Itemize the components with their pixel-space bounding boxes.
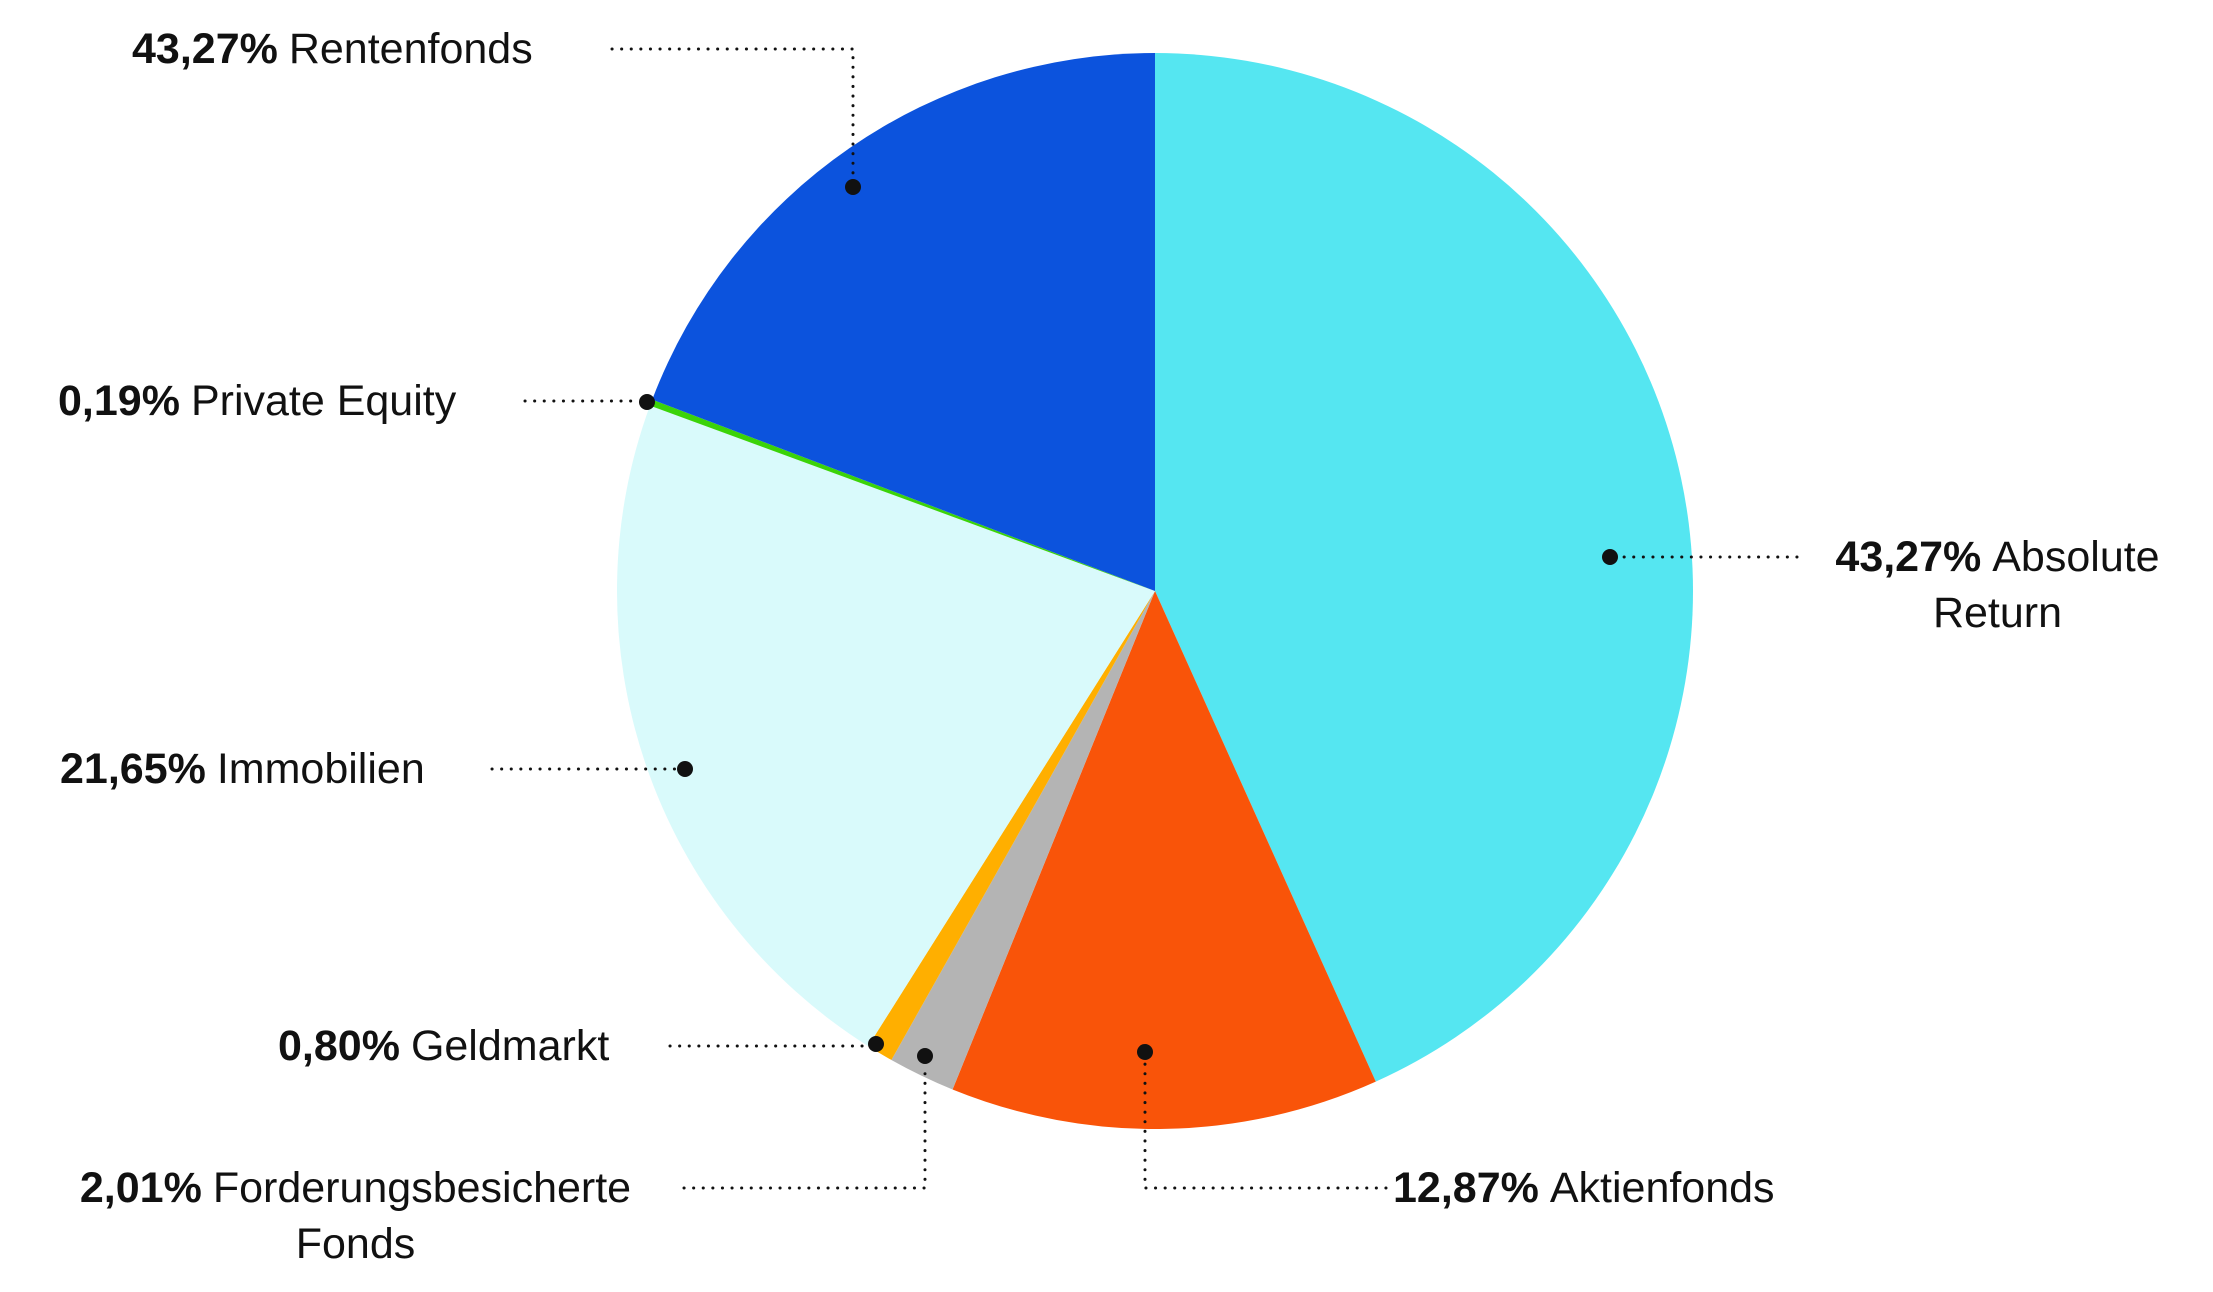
leader-dot-aktienfonds [1137, 1044, 1153, 1060]
leader-dot-immobilien [677, 761, 693, 777]
label-absolute-return-name: Absolute Return [1932, 533, 2160, 637]
label-rentenfonds: 43,27% Rentenfonds [132, 21, 533, 77]
label-geldmarkt: 0,80% Geldmarkt [278, 1018, 609, 1074]
label-forderungsbesicherte-fonds-name: Forderungsbesicherte Fonds [212, 1164, 632, 1268]
leader-dot-forderungsbesicherte [917, 1048, 933, 1064]
pie-slice-rentenfonds [652, 53, 1155, 591]
label-immobilien-pct: 21,65% [60, 745, 206, 793]
label-rentenfonds-pct: 43,27% [132, 25, 278, 73]
pie-slice-absolute-return [1155, 53, 1693, 1082]
pie-slice-aktienfonds [952, 591, 1376, 1129]
label-forderungsbesicherte-fonds: 2,01% Forderungsbesicherte Fonds [33, 1160, 678, 1272]
leader-dot-rentenfonds [845, 179, 861, 195]
label-aktienfonds-pct: 12,87% [1393, 1164, 1539, 1212]
label-rentenfonds-name: Rentenfonds [288, 25, 533, 73]
leader-dot-private-equity [639, 394, 655, 410]
pie-chart [616, 53, 1693, 1129]
label-private-equity-name: Private Equity [190, 377, 457, 425]
label-private-equity: 0,19% Private Equity [58, 373, 456, 429]
pie-slice-geldmarkt [868, 591, 1155, 1060]
label-private-equity-pct: 0,19% [58, 377, 180, 425]
label-absolute-return-pct: 43,27% [1835, 533, 1982, 581]
leader-dot-geldmarkt [868, 1036, 884, 1052]
pie-slice-immobilien [616, 405, 1155, 1047]
leader-lines [490, 47, 1799, 1190]
label-forderungsbesicherte-fonds-pct: 2,01% [79, 1164, 202, 1212]
leader-rentenfonds [610, 47, 855, 180]
label-absolute-return: 43,27% Absolute Return [1805, 529, 2190, 641]
leader-forderungsbesicherte [682, 1064, 927, 1190]
leader-aktienfonds [1143, 1060, 1388, 1190]
pie-slice-private-equity [649, 399, 1155, 591]
label-immobilien: 21,65% Immobilien [60, 741, 425, 797]
label-immobilien-name: Immobilien [216, 745, 425, 793]
pie-slice-forderungsbesicherte-fonds [891, 591, 1155, 1090]
label-geldmarkt-name: Geldmarkt [410, 1022, 610, 1070]
label-aktienfonds: 12,87% Aktienfonds [1393, 1160, 1775, 1216]
leader-dot-absolute-return [1602, 549, 1618, 565]
label-aktienfonds-name: Aktienfonds [1549, 1164, 1775, 1212]
label-geldmarkt-pct: 0,80% [278, 1022, 400, 1070]
